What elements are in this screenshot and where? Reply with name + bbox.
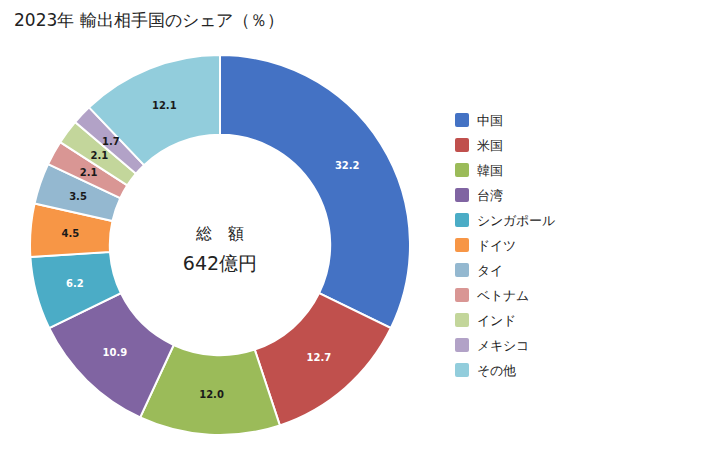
- legend-label: シンガポール: [477, 213, 555, 228]
- data-label: 12.7: [307, 352, 332, 363]
- data-label: 32.2: [335, 160, 360, 171]
- data-label: 4.5: [62, 228, 80, 239]
- data-label: 2.1: [80, 167, 98, 178]
- legend-swatch: [455, 113, 469, 127]
- legend-swatch: [455, 288, 469, 302]
- legend-label: ベトナム: [477, 288, 529, 303]
- legend-swatch: [455, 188, 469, 202]
- title: 2023年 輸出相手国のシェア（％）: [14, 10, 284, 30]
- data-label: 2.1: [91, 150, 109, 161]
- data-label: 12.0: [199, 389, 224, 400]
- data-label: 6.2: [66, 278, 84, 289]
- data-label: 1.7: [102, 136, 120, 147]
- center-label: 642億円: [183, 252, 257, 274]
- legend-swatch: [455, 338, 469, 352]
- legend-label: 米国: [477, 138, 503, 153]
- legend-swatch: [455, 163, 469, 177]
- legend-label: 台湾: [477, 188, 503, 203]
- legend: 中国米国韓国台湾シンガポールドイツタイベトナムインドメキシコその他: [455, 113, 555, 378]
- wedges: [30, 55, 410, 435]
- legend-swatch: [455, 363, 469, 377]
- legend-swatch: [455, 138, 469, 152]
- legend-swatch: [455, 238, 469, 252]
- chart-container: 2023年 輸出相手国のシェア（％） 32.2 12.7 12.0 10.9 6.2 4.5…: [0, 0, 728, 450]
- legend-swatch: [455, 263, 469, 277]
- chart: 2023年 輸出相手国のシェア（％） 32.2 12.7 12.0 10.9 6.2 4.5…: [0, 0, 728, 450]
- legend-label: ドイツ: [477, 238, 516, 253]
- legend-label: その他: [477, 363, 516, 378]
- data-label: 10.9: [103, 347, 128, 358]
- legend-label: 韓国: [477, 163, 503, 178]
- center-label: 総 額: [195, 224, 244, 243]
- legend-swatch: [455, 213, 469, 227]
- legend-label: メキシコ: [477, 338, 529, 353]
- legend-label: 中国: [477, 113, 503, 128]
- data-label: 12.1: [152, 100, 177, 111]
- wedge: [89, 55, 220, 165]
- wedge: [30, 252, 121, 328]
- wedge: [255, 293, 391, 425]
- legend-label: インド: [477, 313, 516, 328]
- data-labels: 32.2 12.7 12.0 10.9 6.2 4.5 3.5 2.1 2.1 1.7 12.1: [62, 100, 360, 400]
- data-label: 3.5: [69, 191, 87, 202]
- legend-label: タイ: [477, 263, 503, 278]
- wedge: [220, 55, 410, 328]
- legend-swatch: [455, 313, 469, 327]
